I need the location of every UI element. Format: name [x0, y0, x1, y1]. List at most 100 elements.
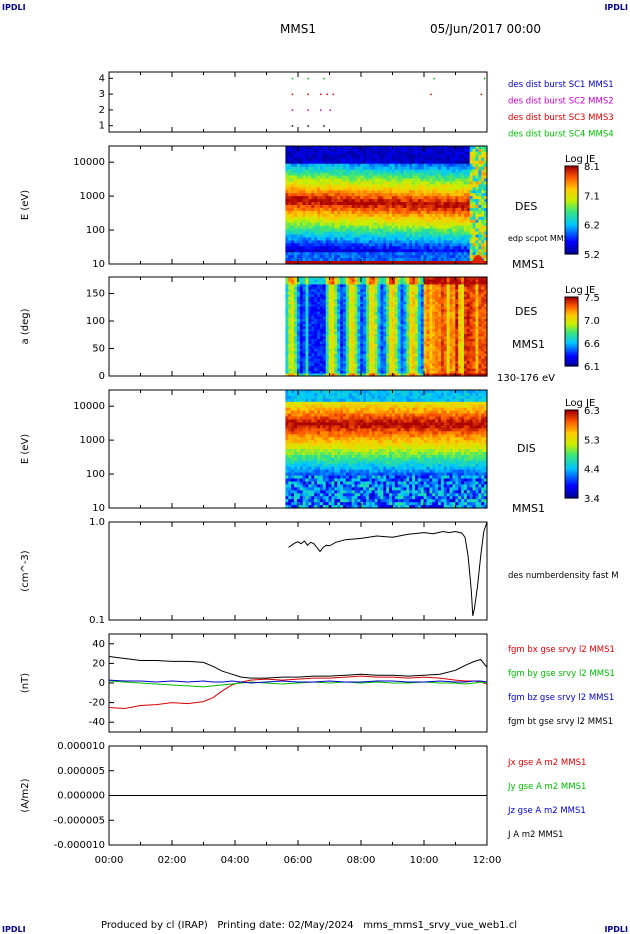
spectrogram-cell [458, 160, 462, 165]
spectrogram-cell [317, 228, 321, 233]
spectrogram-cell [429, 175, 433, 180]
spectrogram-cell [397, 187, 402, 191]
spectrogram-cell [351, 181, 356, 185]
spectrogram-cell [285, 333, 289, 337]
spectrogram-cell [391, 172, 396, 177]
spectrogram-cell [463, 175, 468, 180]
spectrogram-cell [472, 157, 477, 162]
spectrogram-cell [438, 181, 442, 185]
spectrogram-cell [420, 252, 425, 256]
spectrogram-cell [328, 219, 333, 224]
spectrogram-cell [394, 184, 399, 188]
spectrogram-cell [478, 243, 482, 247]
spectrogram-cell [380, 181, 384, 185]
spectrogram-cell [409, 240, 413, 244]
spectrogram-cell [285, 210, 289, 215]
spectrogram-cell [426, 172, 430, 177]
spectrogram-cell [331, 187, 335, 191]
spectrogram-cell [429, 190, 433, 194]
spectrogram-cell [463, 157, 468, 162]
spectrogram-cell [366, 237, 370, 241]
spectrogram-cell [285, 207, 289, 212]
spectrogram-cell [325, 146, 330, 150]
spectrogram-cell [343, 234, 347, 239]
colorbar-cell [565, 196, 578, 200]
spectrogram-cell [317, 249, 321, 253]
spectrogram-cell [302, 291, 307, 295]
spectrogram-cell [446, 187, 451, 191]
spectrogram-cell [325, 258, 330, 262]
spectrogram-cell [314, 225, 318, 230]
spectrogram-cell [305, 240, 310, 244]
spectrogram-cell [311, 172, 315, 177]
spectrogram-cell [409, 178, 413, 182]
spectrogram-cell [423, 148, 428, 153]
spectrogram-cell [291, 343, 295, 347]
spectrogram-cell [285, 346, 289, 350]
spectrogram-cell [305, 193, 310, 197]
spectrogram-cell [340, 243, 344, 247]
spectrogram-cell [371, 166, 376, 171]
spectrogram-cell [366, 178, 370, 182]
spectrogram-cell [288, 243, 292, 247]
spectrogram-cell [478, 210, 482, 215]
spectrogram-cell [366, 219, 370, 224]
spectrogram-cell [403, 205, 407, 209]
spectrogram-cell [443, 219, 448, 224]
spectrogram-cell [466, 228, 471, 233]
spectrogram-cell [294, 341, 298, 345]
spectrogram-cell [331, 255, 335, 259]
spectrogram-cell [443, 190, 448, 194]
spectrogram-cell [294, 190, 298, 194]
spectrogram-cell [475, 190, 479, 194]
spectrogram-cell [299, 228, 304, 233]
spectrogram-cell [299, 154, 304, 159]
spectrogram-cell [288, 237, 292, 241]
spectrogram-cell [314, 196, 318, 200]
spectrogram-cell [400, 249, 405, 253]
spectrogram-cell [302, 279, 307, 283]
spectrogram-cell [334, 205, 338, 209]
spectrogram-cell [463, 151, 468, 156]
spectrogram-cell [484, 252, 488, 256]
spectrogram-cell [458, 243, 462, 247]
legend-entry: des dist burst SC3 MMS3 [508, 113, 614, 123]
spectrogram-cell [386, 172, 390, 177]
spectrogram-cell [291, 358, 295, 362]
spectrogram-cell [334, 196, 338, 200]
spectrogram-cell [322, 196, 327, 200]
spectrogram-cell [466, 219, 471, 224]
spectrogram-cell [294, 166, 298, 171]
spectrogram-cell [440, 184, 445, 188]
spectrogram-cell [475, 146, 479, 150]
spectrogram-cell [383, 222, 387, 227]
spectrogram-cell [299, 279, 304, 283]
colorbar-cell [565, 210, 578, 213]
spectrogram-cell [296, 353, 301, 357]
spectrogram-cell [360, 210, 364, 215]
spectrogram-cell [472, 205, 477, 209]
spectrogram-cell [472, 219, 477, 224]
spectrogram-cell [409, 210, 413, 215]
spectrogram-cell [288, 228, 292, 233]
spectrogram-cell [319, 160, 324, 165]
spectrogram-cell [302, 343, 307, 347]
spectrogram-cell [406, 216, 410, 221]
spectrogram-cell [400, 202, 405, 206]
spectrogram-cell [363, 255, 367, 259]
spectrogram-cell [417, 184, 422, 188]
spectrogram-cell [302, 210, 307, 215]
spectrogram-cell [461, 193, 465, 197]
spectrogram-cell [403, 181, 407, 185]
spectrogram-cell [420, 222, 425, 227]
spectrogram-cell [317, 213, 321, 218]
spectrogram-cell [296, 296, 301, 300]
spectrogram-cell [308, 222, 312, 227]
spectrogram-cell [343, 240, 347, 244]
spectrogram-cell [294, 219, 298, 224]
spectrogram-cell [296, 363, 301, 367]
spectrogram-cell [360, 207, 364, 212]
spectrogram-cell [357, 252, 361, 256]
spectrogram-cell [291, 166, 295, 171]
spectrogram-cell [475, 166, 479, 171]
